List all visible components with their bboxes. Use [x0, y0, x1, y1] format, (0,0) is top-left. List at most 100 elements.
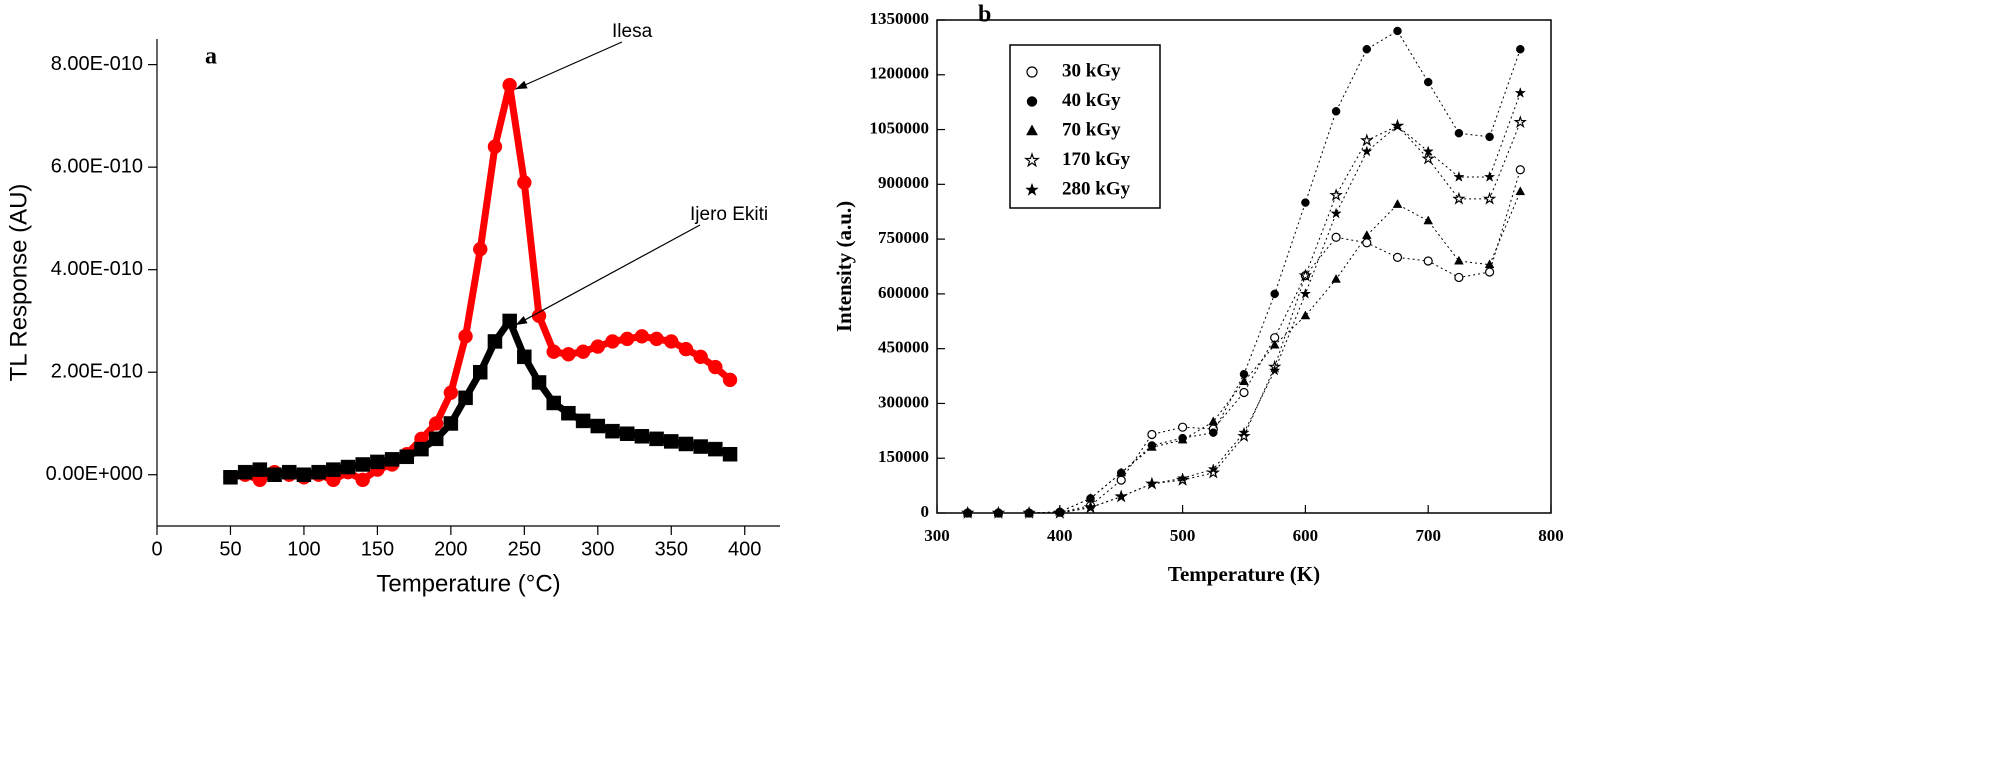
marker — [355, 472, 370, 488]
marker — [1392, 252, 1403, 262]
marker — [1453, 171, 1465, 182]
legend-marker — [1026, 96, 1038, 107]
marker — [473, 364, 488, 380]
x-tick-label: 600 — [1293, 526, 1319, 545]
marker — [708, 359, 723, 375]
marker — [649, 331, 664, 347]
marker — [693, 439, 708, 454]
panel-label: a — [205, 44, 217, 70]
legend-label: 30 kGy — [1062, 60, 1121, 81]
marker — [678, 341, 694, 357]
marker — [487, 139, 503, 154]
marker — [399, 449, 415, 465]
x-tick-label: 300 — [924, 526, 950, 545]
marker — [1209, 428, 1218, 437]
marker — [1147, 441, 1157, 451]
marker — [605, 423, 620, 439]
x-tick-label: 50 — [219, 538, 241, 560]
x-tick-label: 0 — [151, 538, 162, 560]
y-tick-label: 300000 — [878, 392, 929, 411]
marker — [1237, 429, 1251, 443]
x-tick-label: 300 — [581, 538, 614, 560]
marker — [458, 329, 473, 344]
marker — [1269, 364, 1281, 376]
marker — [458, 390, 473, 406]
marker — [693, 349, 708, 365]
marker — [1329, 188, 1343, 202]
marker — [517, 349, 532, 365]
marker — [1485, 132, 1494, 142]
marker — [590, 339, 606, 354]
marker — [1116, 475, 1126, 485]
marker — [487, 334, 503, 349]
marker — [722, 446, 738, 462]
x-tick-label: 500 — [1170, 526, 1196, 545]
series-line — [967, 191, 1521, 514]
x-tick-label: 400 — [1047, 526, 1073, 545]
marker — [649, 431, 664, 447]
marker — [340, 459, 356, 475]
marker — [962, 507, 974, 518]
marker — [1361, 145, 1373, 157]
x-tick-label: 800 — [1538, 526, 1564, 545]
y-tick-label: 2.00E-010 — [51, 360, 143, 382]
marker — [1177, 434, 1188, 444]
annotation-arrow — [515, 41, 623, 90]
x-tick-label: 200 — [434, 538, 467, 560]
x-axis-title: Temperature (°C) — [376, 570, 560, 597]
marker — [1176, 472, 1189, 484]
marker — [1454, 272, 1464, 283]
marker — [1360, 133, 1374, 147]
marker — [473, 241, 488, 257]
marker — [370, 454, 385, 470]
marker — [1454, 255, 1464, 265]
marker — [619, 426, 635, 441]
marker — [1362, 44, 1372, 54]
marker — [1484, 267, 1495, 277]
marker — [237, 464, 253, 480]
y-tick-label: 150000 — [878, 447, 929, 466]
marker — [722, 372, 738, 388]
marker — [561, 347, 576, 362]
marker — [311, 464, 326, 480]
marker — [1269, 339, 1280, 349]
marker — [1392, 199, 1403, 208]
marker — [428, 431, 444, 447]
marker — [1330, 207, 1342, 219]
y-tick-label: 6.00E-010 — [51, 155, 143, 177]
marker — [1298, 268, 1313, 282]
marker — [1391, 119, 1404, 131]
marker — [634, 429, 650, 444]
marker — [443, 416, 459, 431]
legend-marker — [1025, 182, 1039, 196]
marker — [1207, 463, 1219, 475]
series-line — [229, 81, 733, 484]
marker — [1422, 145, 1434, 157]
marker — [634, 329, 650, 344]
marker — [1421, 151, 1435, 165]
marker — [326, 462, 341, 477]
marker — [546, 344, 561, 359]
marker — [1454, 128, 1464, 138]
marker — [1206, 465, 1221, 479]
marker — [1514, 87, 1526, 98]
x-tick-label: 250 — [508, 538, 541, 560]
marker — [1423, 77, 1433, 87]
marker — [281, 464, 297, 480]
marker — [561, 405, 576, 421]
marker — [1482, 191, 1497, 205]
y-tick-label: 750000 — [878, 228, 929, 247]
marker — [664, 434, 679, 449]
marker — [1515, 186, 1526, 196]
marker — [1484, 259, 1495, 269]
marker — [1239, 387, 1249, 398]
marker — [252, 462, 268, 477]
annotation-arrowhead — [515, 80, 528, 90]
marker — [1331, 232, 1341, 242]
y-tick-label: 0 — [921, 502, 930, 521]
marker — [1516, 44, 1525, 54]
y-tick-label: 1050000 — [870, 118, 930, 137]
y-tick-label: 450000 — [878, 338, 929, 357]
